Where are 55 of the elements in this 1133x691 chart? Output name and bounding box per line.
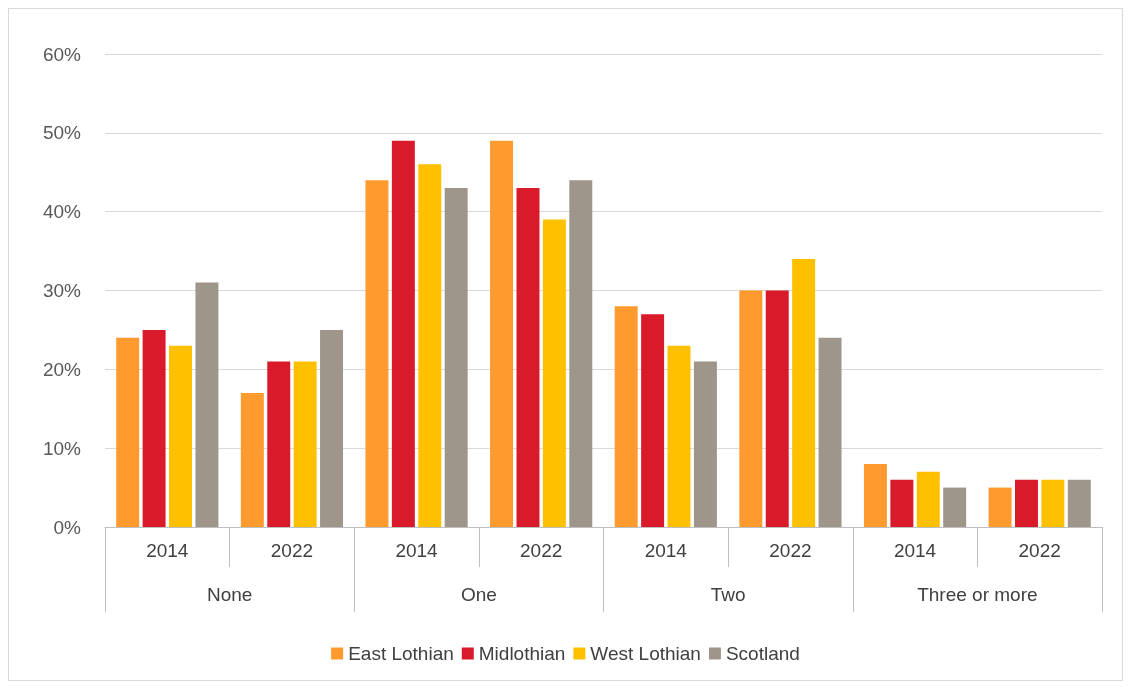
- x-tick-label: 2014: [395, 540, 439, 561]
- legend-label: Scotland: [725, 643, 800, 664]
- bar: [169, 345, 192, 527]
- y-tick-label: 60%: [42, 43, 82, 65]
- bar: [739, 290, 763, 527]
- legend-label: West Lothian: [590, 643, 701, 664]
- y-tick-label: 10%: [42, 437, 82, 459]
- bar: [418, 164, 442, 527]
- bar: [116, 337, 140, 527]
- x-tick-label: 2014: [893, 540, 937, 561]
- bar: [890, 479, 914, 527]
- bar: [1067, 479, 1091, 527]
- text: One: [460, 584, 497, 605]
- bar: [365, 180, 389, 527]
- bar: [444, 188, 468, 527]
- bar: [293, 361, 317, 527]
- y-tick-label: 0%: [53, 516, 82, 538]
- bar: [267, 361, 291, 527]
- bar: [240, 392, 264, 527]
- x-tick-label: 2014: [146, 540, 189, 561]
- y-tick-label: 20%: [42, 358, 82, 380]
- bar: [863, 463, 887, 527]
- bar: [569, 180, 593, 527]
- bar: [792, 258, 816, 527]
- bar: [641, 314, 665, 527]
- bar: [1041, 479, 1065, 527]
- bar: [916, 471, 940, 527]
- bar: [142, 329, 166, 527]
- bar: [320, 329, 344, 527]
- bar: [988, 487, 1012, 527]
- legend-label: Midlothian: [478, 643, 566, 664]
- x-tick-label: 2022: [520, 540, 563, 561]
- bar: [818, 337, 842, 527]
- bar: [542, 219, 566, 527]
- bar: [765, 290, 789, 527]
- bar: [693, 361, 717, 527]
- text: Two: [710, 584, 746, 605]
- bar: [614, 306, 638, 527]
- y-tick-label: 50%: [42, 122, 82, 144]
- bar: [391, 140, 415, 527]
- x-tick-label: 2022: [769, 540, 812, 561]
- legend-label: East Lothian: [348, 643, 454, 664]
- bar: [943, 487, 967, 527]
- bar: [667, 345, 691, 527]
- bar: [195, 282, 219, 527]
- bar: [1015, 479, 1038, 527]
- y-tick-label: 40%: [42, 201, 82, 223]
- x-tick-label: 2022: [270, 540, 314, 561]
- text: None: [206, 584, 253, 605]
- bar: [490, 140, 514, 527]
- text: Three or more: [917, 584, 1038, 605]
- x-tick-label: 2022: [1018, 540, 1061, 561]
- bar: [516, 188, 540, 527]
- y-tick-label: 30%: [42, 280, 82, 301]
- x-tick-label: 2014: [644, 540, 688, 561]
